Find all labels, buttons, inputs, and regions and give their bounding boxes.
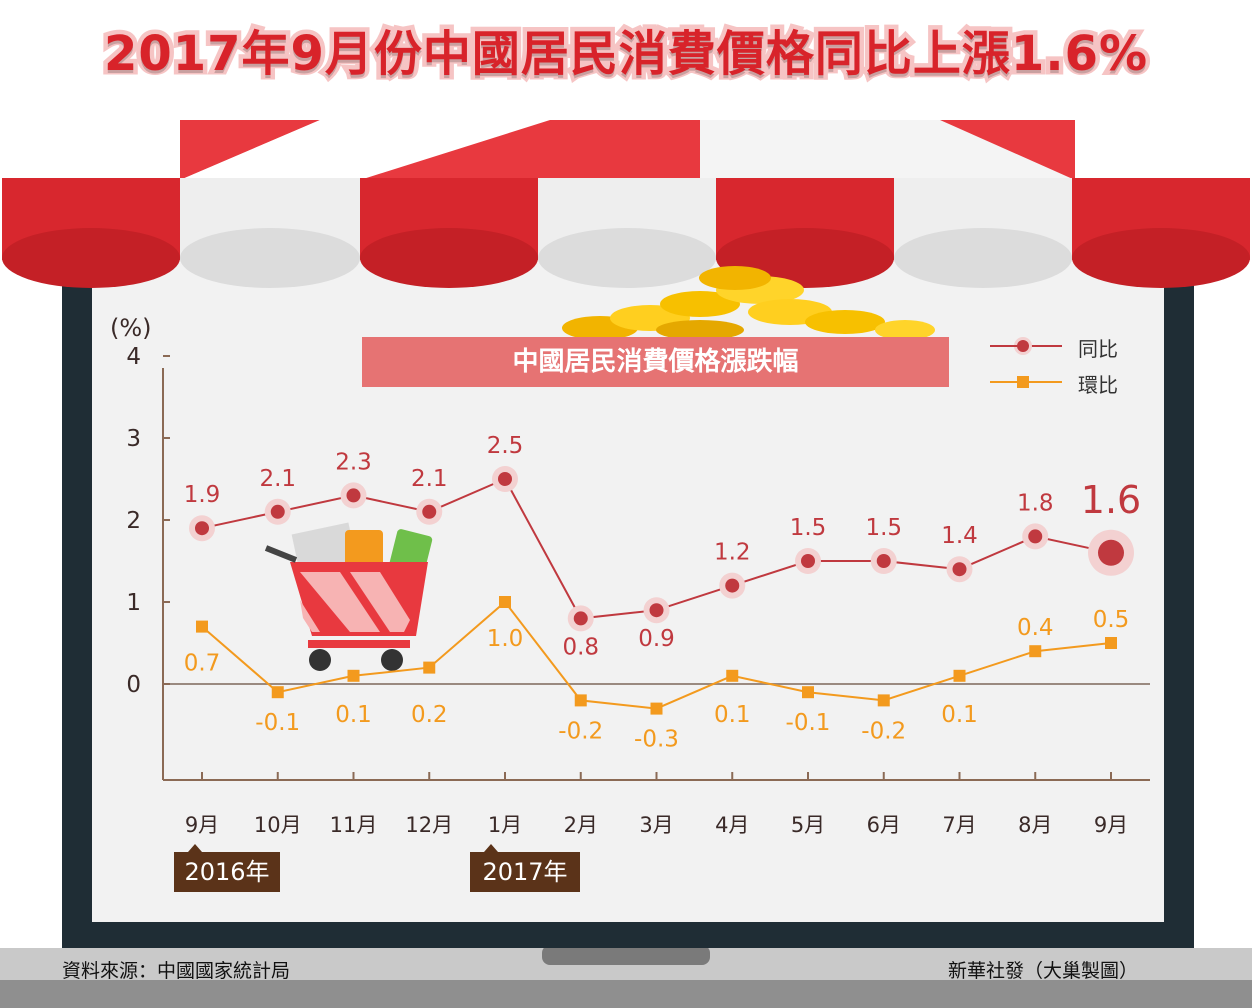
x-tick-label: 11月 (330, 813, 378, 837)
data-label-yoy: 2.1 (411, 466, 448, 492)
footer-credit: 新華社發（大巢製圖） (948, 960, 1139, 982)
x-tick-label: 6月 (867, 813, 901, 837)
data-label-yoy: 1.4 (941, 523, 978, 549)
shopping-cart-icon (264, 522, 433, 671)
x-tick-label: 9月 (1094, 813, 1128, 837)
data-label-mom: 0.7 (184, 651, 221, 677)
legend-label-yoy: 同比 (1078, 337, 1118, 361)
x-tick-label: 4月 (715, 813, 749, 837)
data-label-mom: 0.2 (411, 702, 448, 728)
legend-label-mom: 環比 (1078, 373, 1118, 397)
data-label-yoy: 1.6 (1081, 478, 1141, 522)
chart-layer: 0 1 2 3 4 9月 10月 11月 12月 1月 2月 3月 4月 5月 6月 7月 8月 9月 1.9 2.1… (126, 344, 1141, 837)
data-point-yoy (270, 504, 285, 519)
data-point-mom (347, 669, 360, 682)
data-point-mom (574, 694, 587, 707)
data-label-mom: 0.1 (941, 702, 978, 728)
y-tick-label: 1 (126, 590, 141, 616)
awning (2, 120, 1250, 288)
x-tick-label: 3月 (639, 813, 673, 837)
data-label-mom: -0.1 (786, 710, 831, 736)
data-label-yoy: 2.5 (487, 433, 524, 459)
gold-coins-icon (562, 266, 935, 340)
chart-title: 中國居民消費價格漲跌幅 (362, 337, 949, 387)
data-point-yoy (1028, 529, 1043, 544)
laptop-base-shadow (0, 980, 1252, 1008)
x-tick-label: 10月 (254, 813, 302, 837)
legend-marker-mom (1017, 376, 1029, 388)
data-point-yoy (498, 472, 512, 486)
data-point-mom (726, 669, 739, 682)
data-label-mom: -0.2 (558, 718, 603, 744)
data-point-mom (271, 686, 284, 699)
x-tick-label: 1月 (488, 813, 522, 837)
data-point-yoy (725, 578, 740, 593)
footer-source: 資料來源：中國國家統計局 (62, 960, 291, 982)
x-tick-label: 2月 (564, 813, 598, 837)
year-badge-2016: 2016年 (174, 844, 280, 892)
x-tick-label: 5月 (791, 813, 825, 837)
data-label-yoy: 2.3 (335, 449, 372, 475)
data-point-mom (1029, 645, 1042, 658)
x-tick-label: 12月 (405, 813, 453, 837)
data-label-yoy: 1.9 (184, 482, 221, 508)
data-label-mom: -0.2 (861, 718, 906, 744)
data-point-yoy (1098, 539, 1124, 566)
data-point-yoy (422, 504, 437, 519)
data-point-mom (802, 686, 814, 699)
data-point-yoy (952, 562, 967, 577)
y-tick-label: 4 (126, 344, 141, 370)
data-label-mom: 0.5 (1093, 607, 1130, 633)
data-point-yoy (195, 521, 209, 536)
data-label-yoy: 1.2 (714, 540, 751, 566)
data-label-yoy: 0.9 (638, 626, 675, 652)
data-point-yoy (876, 554, 891, 568)
data-label-mom: -0.1 (255, 710, 300, 736)
y-tick-label: 0 (126, 672, 141, 698)
data-point-mom (499, 596, 511, 608)
data-point-mom (953, 669, 966, 682)
data-label-yoy: 1.5 (790, 515, 827, 541)
data-label-mom: 0.1 (714, 702, 751, 728)
data-label-yoy: 2.1 (259, 466, 296, 492)
data-label-mom: 1.0 (487, 626, 524, 652)
data-point-mom (1105, 637, 1117, 649)
data-label-mom: 0.4 (1017, 615, 1054, 641)
data-point-mom (196, 620, 208, 633)
data-label-yoy: 1.8 (1017, 490, 1054, 516)
x-tick-label: 7月 (942, 813, 976, 837)
data-label-yoy: 0.8 (562, 634, 599, 660)
y-tick-label: 3 (126, 426, 141, 452)
data-point-mom (877, 694, 890, 707)
data-point-mom (423, 661, 436, 674)
year-badge-2017: 2017年 (470, 844, 580, 892)
data-point-yoy (573, 611, 588, 626)
data-label-mom: 0.1 (335, 702, 372, 728)
laptop-notch (542, 945, 710, 965)
data-point-mom (650, 702, 663, 715)
y-tick-label: 2 (126, 508, 141, 534)
data-label-mom: -0.3 (634, 727, 679, 753)
data-label-yoy: 1.5 (865, 515, 902, 541)
data-point-yoy (346, 488, 361, 503)
data-point-yoy (801, 554, 815, 568)
data-point-yoy (649, 603, 664, 618)
y-axis-label: (%) (110, 314, 152, 342)
x-tick-label: 8月 (1018, 813, 1052, 837)
x-tick-label: 9月 (185, 813, 219, 837)
main-title: 2017年9月份中國居民消費價格同比上漲1.6% (99, 22, 1151, 87)
